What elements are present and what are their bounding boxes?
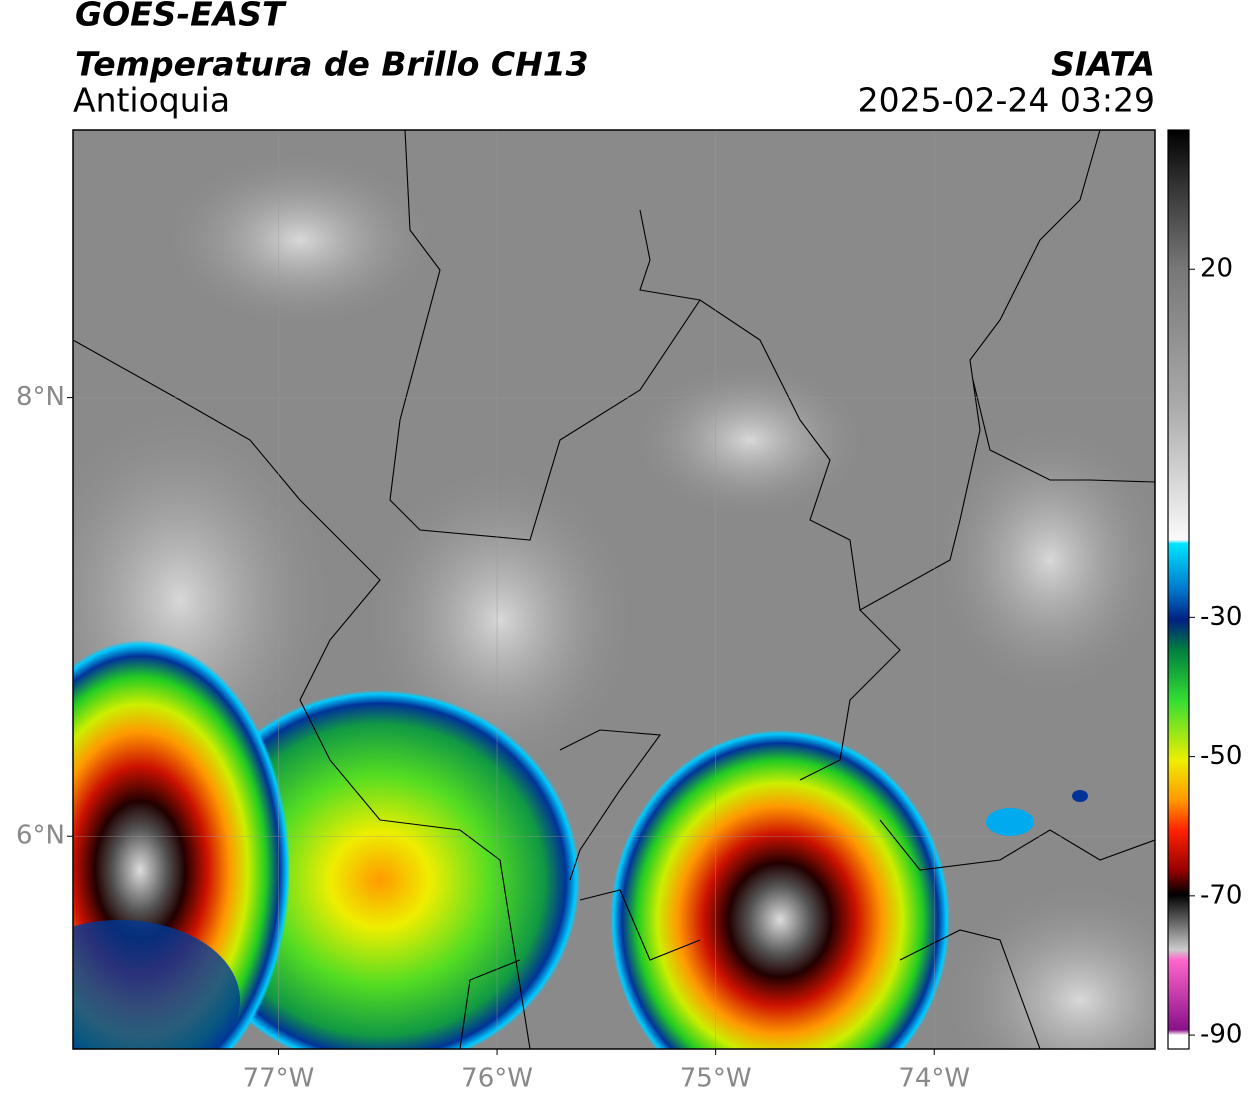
source: SIATA bbox=[1051, 45, 1155, 84]
satellite-image bbox=[73, 130, 1155, 1049]
colorbar-tick-label: -90 bbox=[1200, 1020, 1242, 1050]
region: Antioquia bbox=[73, 81, 230, 120]
title: GOES-EAST bbox=[75, 0, 287, 34]
y-tick-label: 8°N bbox=[16, 382, 65, 412]
colorbar-tick-label: 20 bbox=[1200, 254, 1233, 284]
x-tick-label: 75°W bbox=[680, 1064, 752, 1094]
y-tick-label: 6°N bbox=[16, 821, 65, 851]
x-tick-label: 74°W bbox=[898, 1064, 970, 1094]
colorbar-tick-label: -50 bbox=[1200, 741, 1242, 771]
x-tick-label: 76°W bbox=[461, 1064, 533, 1094]
x-tick-label: 77°W bbox=[243, 1064, 315, 1094]
datetime: 2025-02-24 03:29 bbox=[858, 81, 1155, 120]
map-frame bbox=[72, 129, 1156, 1050]
colorbar-tick-label: -70 bbox=[1200, 880, 1242, 910]
colorbar bbox=[1167, 129, 1190, 1050]
colorbar-tick-label: -30 bbox=[1200, 602, 1242, 632]
subtitle: Temperatura de Brillo CH13 bbox=[75, 45, 589, 84]
grid bbox=[73, 130, 1155, 1049]
